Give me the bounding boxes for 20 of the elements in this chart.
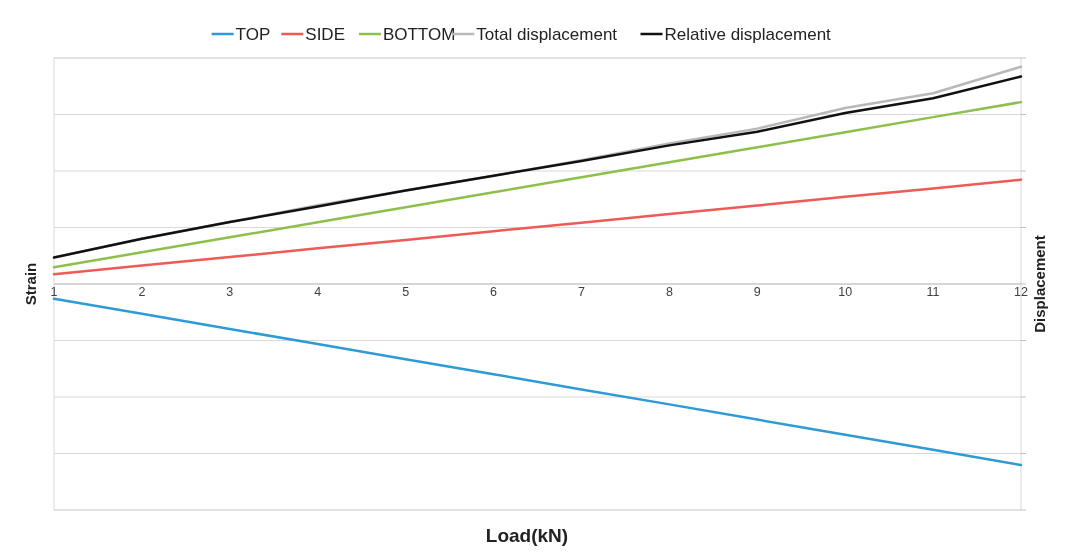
legend-label: Total displacement [476, 25, 618, 44]
x-tick-label: 1 [50, 285, 58, 299]
x-tick-label: 6 [490, 285, 498, 299]
x-tick-label: 12 [1014, 285, 1028, 299]
legend-label: Relative displacement [664, 25, 832, 44]
x-tick-label: 3 [226, 285, 234, 299]
x-tick-label: 2 [138, 285, 146, 299]
x-axis-title: Load(kN) [485, 525, 569, 546]
legend-label: BOTTOM [382, 25, 456, 44]
legend-label: TOP [235, 25, 271, 44]
y2-axis-title: Displacement [1031, 235, 1048, 333]
x-tick-label: 10 [838, 285, 853, 299]
y-axis-title: Strain [22, 262, 39, 306]
x-tick-label: 8 [665, 285, 673, 299]
x-tick-label: 4 [314, 285, 322, 299]
x-tick-label: 5 [402, 285, 410, 299]
x-tick-label: 11 [926, 285, 940, 299]
x-tick-label: 9 [753, 285, 761, 299]
x-tick-label: 7 [577, 285, 585, 299]
legend-label: SIDE [305, 25, 345, 44]
